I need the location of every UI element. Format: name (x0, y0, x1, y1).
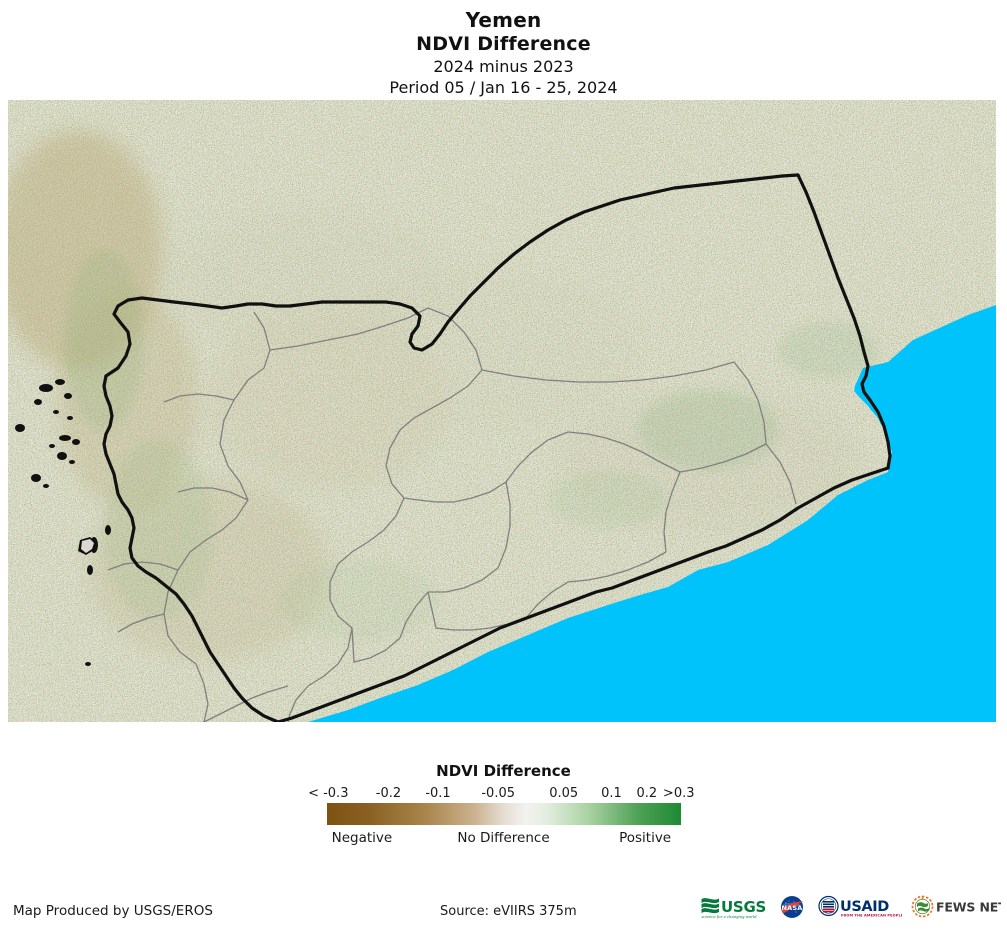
svg-text:USGS: USGS (721, 898, 766, 916)
page-title: Yemen (465, 8, 542, 32)
usaid-seal (818, 895, 839, 917)
title-block: Yemen NDVI Difference 2024 minus 2023 Pe… (0, 0, 1007, 99)
legend-color-bar (326, 803, 681, 825)
fewsnet-globe-icon (911, 895, 934, 918)
usaid-logo[interactable]: USAID FROM THE AMERICAN PEOPLE (816, 892, 902, 922)
legend-tick-6: 0.2 (636, 786, 658, 801)
yemen-country-border (102, 173, 892, 722)
usgs-logo[interactable]: USGS science for a changing world (700, 892, 768, 922)
legend-category-0: Negative (331, 830, 393, 846)
legend-tick-3: -0.05 (481, 786, 516, 801)
legend-category-1: No Difference (457, 830, 550, 846)
svg-text:FROM THE AMERICAN PEOPLE: FROM THE AMERICAN PEOPLE (841, 914, 902, 918)
legend-category-labels: Negative No Difference Positive (327, 829, 681, 849)
svg-text:FEWS NET: FEWS NET (936, 900, 1001, 915)
map-canvas[interactable] (8, 100, 996, 722)
source-label: Source: eVIIRS 375m (440, 904, 577, 919)
legend-tick-4: 0.05 (549, 786, 579, 801)
legend-tick-5: 0.1 (601, 786, 622, 801)
legend-tick-1: -0.2 (375, 786, 402, 801)
fewsnet-logo[interactable]: FEWS NET (909, 892, 1001, 922)
ndvi-difference-map[interactable] (8, 100, 996, 722)
logo-strip: USGS science for a changing world NASA (700, 892, 1001, 922)
legend-category-2: Positive (619, 830, 672, 846)
nasa-logo[interactable]: NASA (775, 892, 809, 922)
produced-by-label: Map Produced by USGS/EROS (13, 903, 213, 919)
period-subtitle: Period 05 / Jan 16 - 25, 2024 (389, 78, 618, 97)
legend-tick-0: < -0.3 (308, 786, 349, 801)
kamaran-island (78, 537, 96, 555)
comparison-subtitle: 2024 minus 2023 (433, 57, 574, 76)
legend-block: NDVI Difference < -0.3 -0.2 -0.1 -0.05 0.05 0… (0, 762, 1007, 849)
legend-title: NDVI Difference (436, 762, 571, 780)
product-title: NDVI Difference (416, 33, 591, 55)
svg-text:USAID: USAID (840, 899, 889, 915)
legend-tick-2: -0.1 (425, 786, 451, 801)
svg-text:science for a changing world: science for a changing world (702, 915, 758, 919)
footer: Map Produced by USGS/EROS Source: eVIIRS… (0, 892, 1007, 936)
legend-tick-7: >0.3 (662, 786, 695, 801)
legend-tick-labels: < -0.3 -0.2 -0.1 -0.05 0.05 0.1 0.2 >0.3 (308, 786, 694, 803)
svg-text:NASA: NASA (782, 904, 803, 912)
